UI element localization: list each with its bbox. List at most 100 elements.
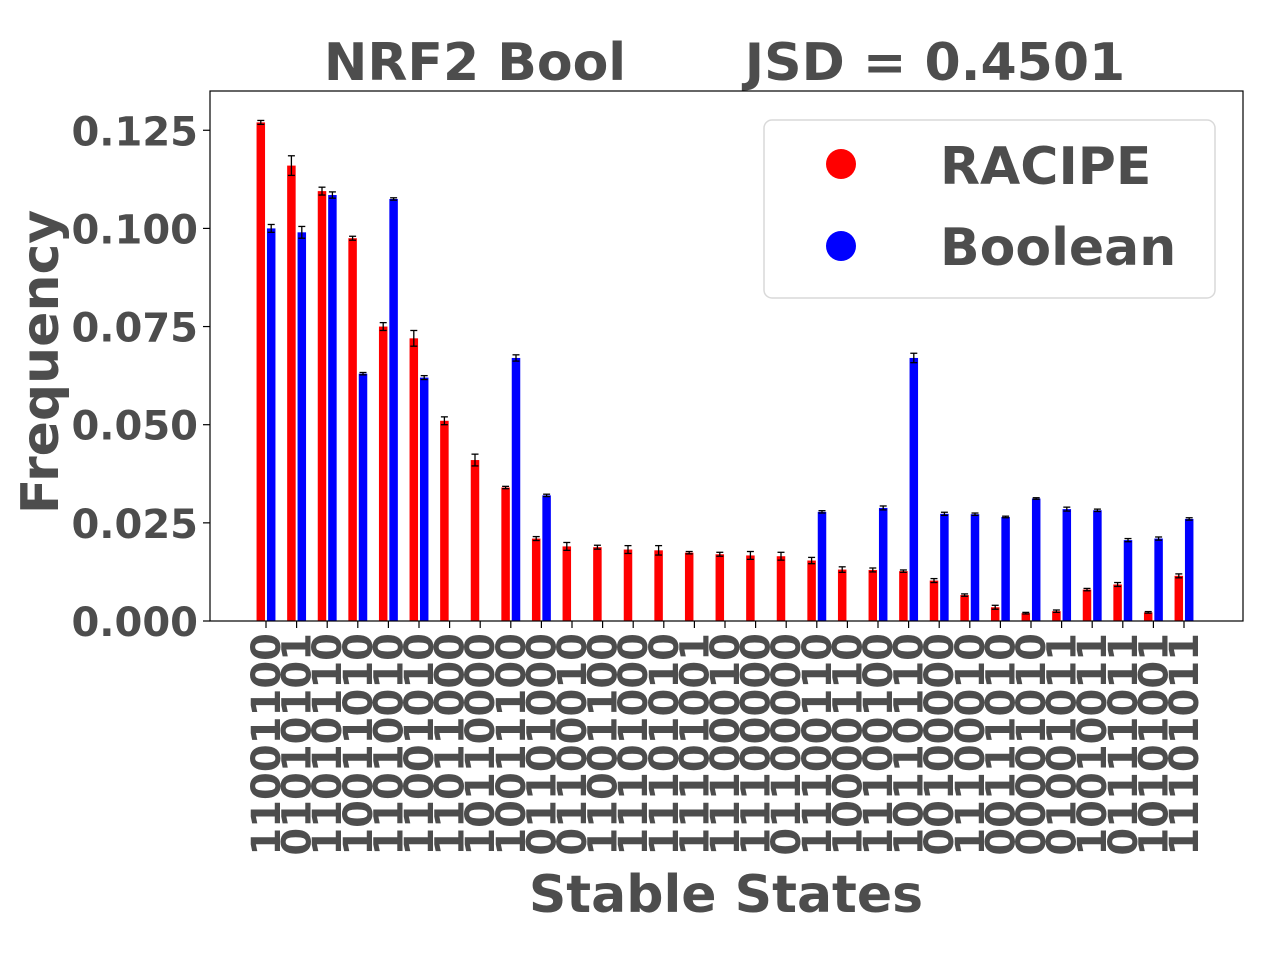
errorbar-boolean-8 [512, 354, 520, 362]
bar-racipe-2 [317, 191, 327, 622]
bar-racipe-10 [562, 546, 572, 621]
errorbar-boolean-20 [879, 505, 887, 511]
errorbar-racipe-22 [930, 577, 938, 584]
errorbar-boolean-5 [420, 374, 428, 381]
bar-racipe-26 [1052, 611, 1061, 621]
x-tick-label-28: 01111011 [1101, 633, 1147, 856]
bar-racipe-1 [287, 165, 296, 621]
bar-boolean-24 [1001, 516, 1010, 621]
errorbar-racipe-27 [1083, 587, 1091, 592]
bar-racipe-13 [654, 550, 663, 621]
errorbar-racipe-20 [869, 567, 877, 573]
bar-racipe-15 [715, 554, 725, 621]
errorbar-racipe-13 [655, 544, 663, 556]
errorbar-racipe-16 [746, 550, 754, 561]
x-tick-label-19: 10000110 [825, 633, 871, 856]
y-tick-label-5: 0.125 [71, 109, 198, 155]
y-tick-label-1: 0.025 [71, 502, 198, 548]
errorbars-group [257, 119, 1193, 615]
bar-boolean-8 [511, 357, 521, 621]
bar-racipe-11 [593, 547, 602, 621]
errorbar-racipe-10 [563, 541, 571, 551]
errorbar-boolean-9 [543, 493, 551, 498]
bar-racipe-5 [409, 338, 419, 621]
bar-racipe-14 [684, 552, 694, 621]
errorbar-racipe-6 [440, 416, 448, 426]
bar-racipe-4 [378, 326, 388, 621]
errorbar-racipe-15 [716, 551, 724, 557]
errorbar-racipe-19 [838, 566, 846, 573]
bar-boolean-4 [389, 198, 398, 621]
errorbar-racipe-23 [961, 593, 969, 597]
errorbar-boolean-0 [267, 223, 275, 233]
x-tick-label-23: 11100010 [948, 633, 994, 856]
y-axis-label: Frequency [11, 210, 71, 514]
bar-racipe-23 [960, 595, 969, 621]
y-tick-label-0: 0.000 [71, 600, 198, 646]
x-axis-ticks: 1100110001010101110101101001101011010010… [244, 621, 1208, 856]
errorbar-racipe-18 [808, 556, 816, 565]
x-tick-label-8: 10011100 [489, 633, 535, 856]
errorbar-racipe-3 [349, 235, 357, 241]
errorbar-racipe-25 [1022, 611, 1030, 615]
bar-boolean-29 [1154, 538, 1163, 621]
errorbar-boolean-24 [1002, 515, 1010, 519]
errorbar-boolean-30 [1185, 517, 1193, 521]
errorbar-racipe-4 [379, 321, 387, 332]
errorbar-boolean-18 [818, 510, 826, 514]
x-tick-label-11: 11001100 [581, 633, 627, 856]
legend-marker-racipe [826, 149, 856, 179]
bar-boolean-5 [419, 377, 429, 621]
bar-boolean-28 [1123, 540, 1133, 621]
chart-title-left: NRF2 Bool [324, 33, 626, 93]
x-tick-label-3: 10011010 [336, 633, 382, 856]
bar-boolean-9 [542, 495, 551, 621]
bar-racipe-25 [1021, 613, 1031, 621]
bar-racipe-22 [929, 580, 939, 621]
x-tick-label-24: 00111010 [978, 633, 1024, 856]
errorbar-racipe-1 [287, 155, 295, 177]
legend-marker-boolean [826, 231, 856, 261]
errorbar-boolean-28 [1124, 537, 1132, 543]
x-tick-label-9: 01101000 [519, 633, 565, 856]
x-tick-label-7: 10110000 [458, 633, 504, 856]
legend-label-racipe: RACIPE [940, 137, 1151, 197]
x-tick-label-4: 11010010 [366, 633, 412, 856]
errorbar-racipe-8 [502, 485, 510, 490]
chart-title-right: JSD = 0.4501 [742, 33, 1125, 93]
errorbar-boolean-3 [359, 371, 367, 376]
errorbar-racipe-17 [777, 551, 785, 561]
y-tick-label-2: 0.050 [71, 404, 198, 450]
x-axis-label: Stable States [529, 865, 923, 925]
x-tick-label-14: 11101001 [672, 633, 718, 856]
errorbar-racipe-9 [532, 535, 540, 542]
errorbar-racipe-30 [1175, 573, 1183, 579]
x-tick-label-21: 10110110 [887, 633, 933, 856]
x-tick-label-13: 11101010 [642, 633, 688, 856]
bar-boolean-0 [266, 228, 276, 621]
bar-racipe-8 [501, 487, 510, 621]
errorbar-boolean-26 [1063, 506, 1071, 512]
errorbar-racipe-5 [410, 329, 418, 347]
errorbar-racipe-7 [471, 453, 479, 467]
bar-racipe-18 [807, 560, 816, 621]
x-tick-label-26: 01001011 [1040, 633, 1086, 856]
errorbar-boolean-23 [971, 512, 979, 517]
errorbar-racipe-2 [318, 186, 326, 196]
bar-boolean-23 [970, 514, 980, 621]
bar-racipe-7 [470, 460, 480, 621]
legend-frame [763, 119, 1216, 299]
x-tick-label-20: 11100100 [856, 633, 902, 856]
plot-frame [209, 90, 1244, 622]
bar-racipe-9 [531, 538, 541, 621]
bar-racipe-0 [256, 122, 266, 621]
errorbar-racipe-26 [1052, 609, 1060, 614]
errorbar-racipe-28 [1114, 581, 1122, 588]
bar-boolean-1 [297, 232, 307, 621]
bar-racipe-19 [837, 569, 847, 621]
x-tick-label-1: 01010101 [275, 633, 321, 856]
errorbar-racipe-14 [685, 550, 693, 555]
x-tick-label-29: 10101001 [1131, 633, 1177, 856]
x-tick-label-30: 11101011 [1162, 633, 1208, 856]
